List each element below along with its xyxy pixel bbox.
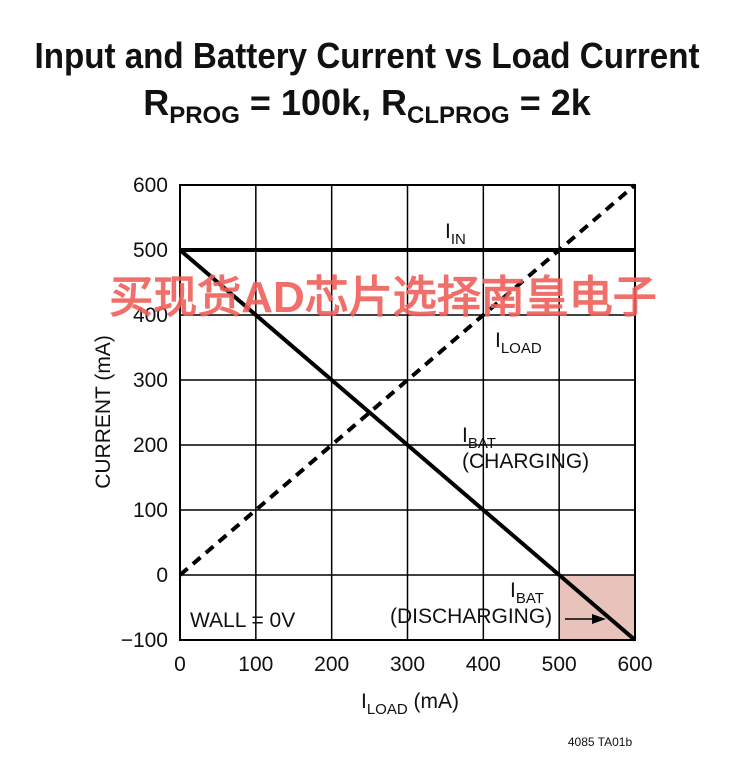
series-label: IIN [445, 220, 466, 248]
x-tick-label: 500 [542, 653, 577, 676]
subtitle-part: R [143, 82, 169, 123]
x-tick-label: 0 [174, 653, 186, 676]
label-part: I [510, 579, 516, 602]
y-tick-label: 200 [133, 434, 168, 457]
y-tick-label: 100 [133, 499, 168, 522]
subtitle-part: = 2k [510, 82, 592, 123]
x-axis-label-part: LOAD [367, 701, 408, 718]
label-part: I [495, 329, 501, 352]
watermark: 买现货AD芯片选择南皇电子 [109, 273, 657, 322]
label-part: BAT [516, 590, 544, 607]
x-tick-label: 600 [617, 653, 652, 676]
series-label: IBAT [462, 424, 496, 452]
label-part: IN [451, 231, 466, 248]
label-part: WALL = 0V [190, 609, 295, 632]
y-tick-label: 600 [133, 174, 168, 197]
label-part: I [445, 220, 451, 243]
series-label: (DISCHARGING) [390, 605, 552, 628]
series-label: ILOAD [495, 329, 542, 357]
x-tick-label: 400 [466, 653, 501, 676]
subtitle-part: = 100k, R [240, 82, 407, 123]
footnote: 4085 TA01b [568, 735, 633, 749]
x-tick-label: 300 [390, 653, 425, 676]
label-part: LOAD [501, 340, 542, 357]
plot-border [179, 184, 636, 641]
chart-subtitle: RPROG = 100k, RCLPROG = 2k [143, 82, 592, 129]
y-tick-label: −100 [121, 629, 168, 652]
series-line [178, 183, 637, 577]
y-tick-label: 400 [133, 304, 168, 327]
label-part: I [462, 424, 468, 447]
x-axis-label-part: I [361, 690, 367, 713]
y-tick-label: 500 [133, 239, 168, 262]
x-tick-label: 100 [238, 653, 273, 676]
subtitle-part: PROG [169, 102, 240, 129]
x-axis-label: ILOAD (mA) [361, 690, 459, 718]
x-tick-label: 200 [314, 653, 349, 676]
y-axis-label: CURRENT (mA) [92, 335, 115, 489]
subtitle-part: CLPROG [407, 102, 510, 129]
arrow-head [592, 614, 606, 624]
series-label: IBAT [510, 579, 544, 607]
series-label: WALL = 0V [190, 609, 295, 632]
series-label: (CHARGING) [462, 450, 589, 473]
series-line [178, 248, 637, 642]
y-tick-label: 0 [156, 564, 168, 587]
chart-title: Input and Battery Current vs Load Curren… [35, 35, 700, 76]
x-axis-label-part: (mA) [408, 690, 459, 713]
label-part: BAT [468, 435, 496, 452]
y-tick-label: 300 [133, 369, 168, 392]
